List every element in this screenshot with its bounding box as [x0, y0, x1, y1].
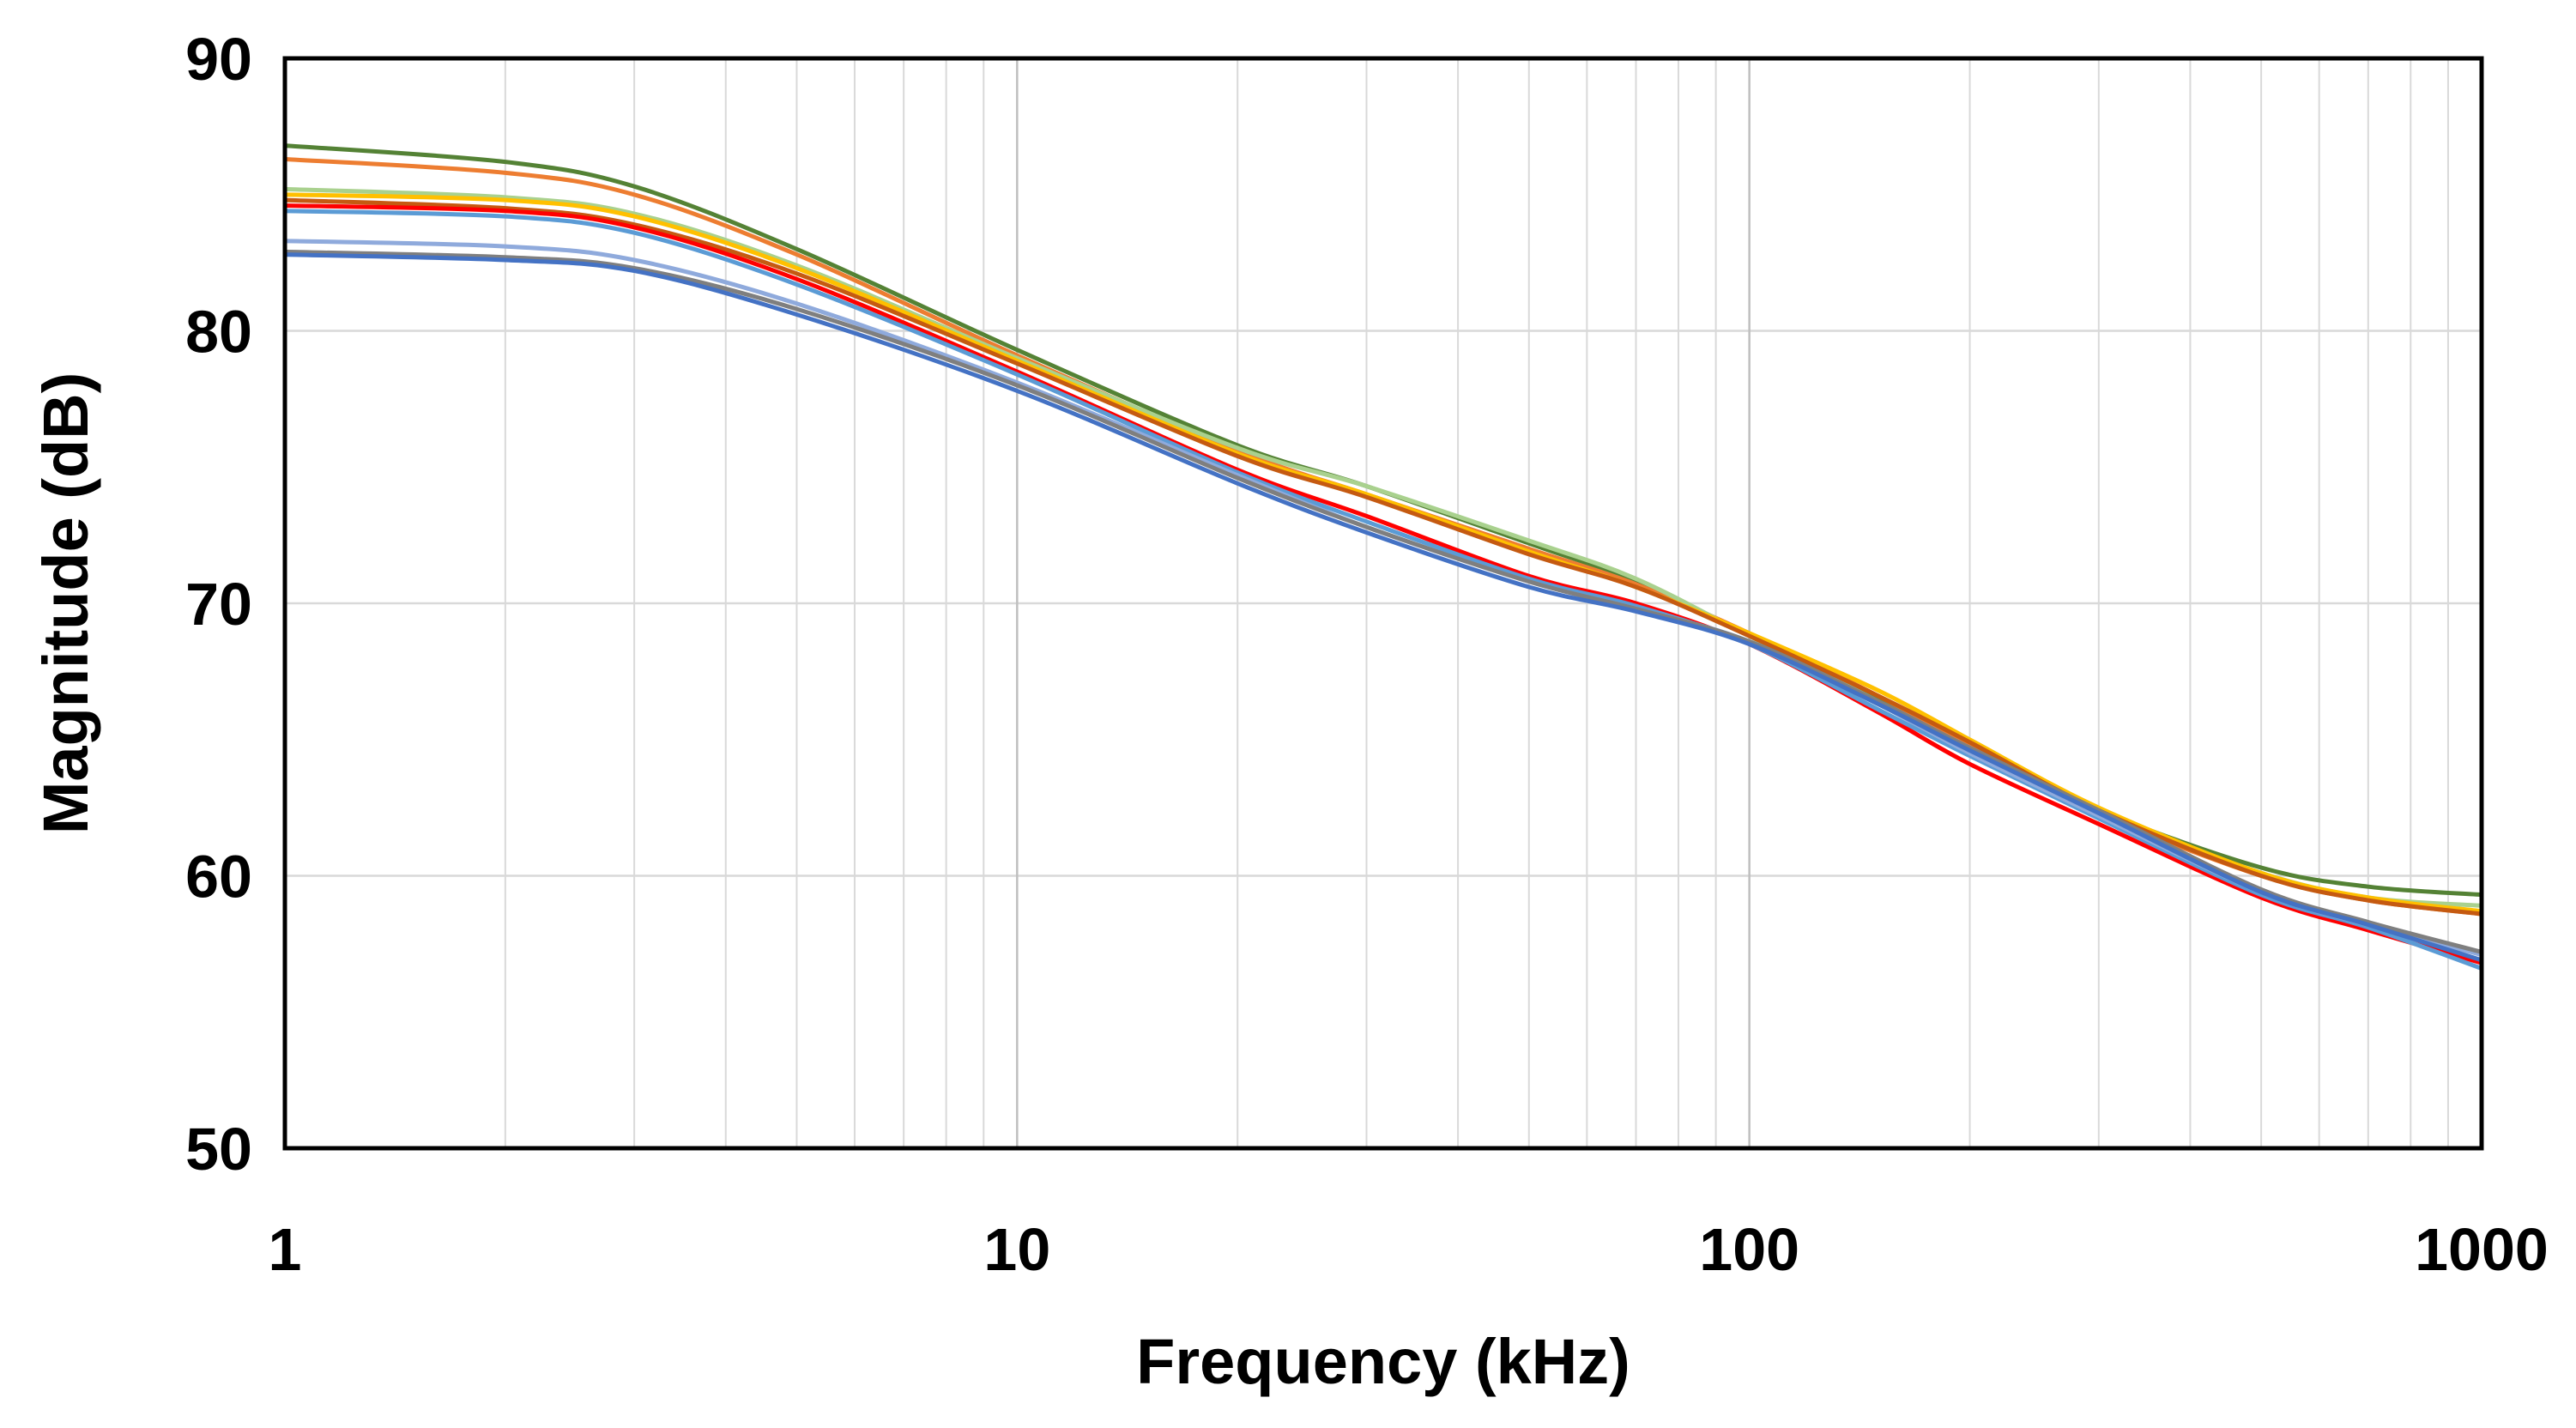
y-axis-ticks: 50 60 70 80 90	[185, 26, 252, 1183]
series-line-series-5	[284, 197, 2482, 917]
plot-area-frame	[282, 56, 2484, 1151]
y-tick-label: 80	[185, 299, 252, 366]
series-line-series-4	[284, 192, 2482, 914]
series-line-series-7	[284, 209, 2482, 971]
y-tick-label: 50	[185, 1116, 252, 1183]
y-tick-label: 70	[185, 571, 252, 638]
x-axis-title: Frequency (kHz)	[1136, 1326, 1630, 1397]
x-tick-label: 100	[1699, 1216, 1799, 1283]
y-tick-label: 90	[185, 26, 252, 93]
series-line-series-6	[284, 203, 2482, 965]
x-tick-label: 10	[983, 1216, 1050, 1283]
y-tick-label: 60	[185, 844, 252, 911]
series-line-series-10	[284, 252, 2482, 963]
x-tick-label: 1	[269, 1216, 302, 1283]
x-tick-label: 1000	[2415, 1216, 2549, 1283]
series-layer	[284, 143, 2482, 971]
y-axis-title: Magnitude (dB)	[30, 372, 101, 834]
series-line-series-9	[284, 249, 2482, 954]
x-axis-ticks: 1 10 100 1000	[269, 1216, 2549, 1283]
